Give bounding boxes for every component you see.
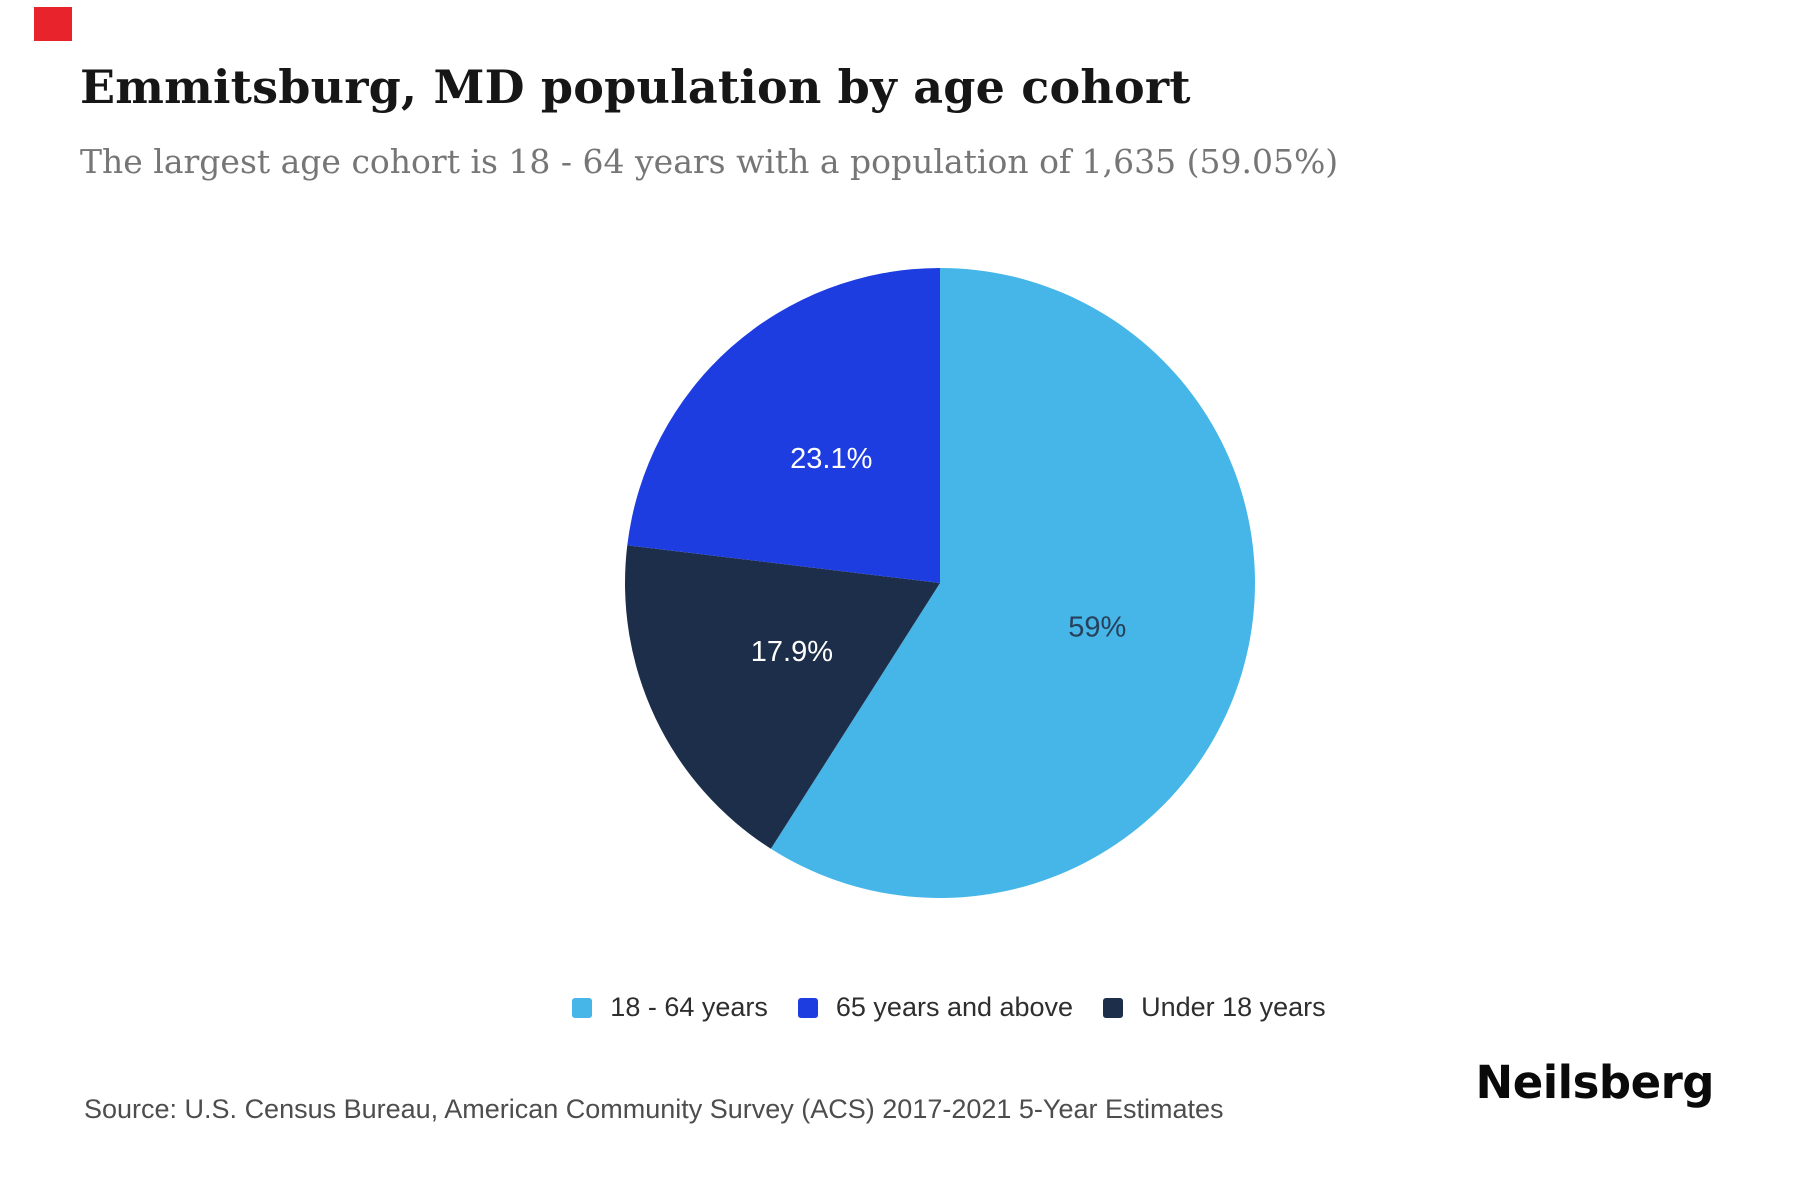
legend-swatch-icon	[797, 997, 818, 1018]
pie-chart: 59% 17.9% 23.1%	[625, 268, 1255, 898]
pie-slice-label-2: 23.1%	[790, 443, 872, 475]
pie-slice-label-0: 59%	[1068, 611, 1126, 643]
legend-label: 18 - 64 years	[610, 992, 768, 1022]
legend-swatch-icon	[1103, 997, 1124, 1018]
legend-item-2[interactable]: Under 18 years	[1103, 994, 1326, 1021]
brand-logo: Neilsberg	[1475, 1056, 1715, 1109]
source-note: Source: U.S. Census Bureau, American Com…	[84, 1094, 1224, 1124]
pie-slice-1[interactable]	[625, 545, 940, 849]
legend-label: Under 18 years	[1141, 992, 1326, 1022]
legend-label: 65 years and above	[835, 992, 1074, 1022]
pie-slice-0[interactable]	[770, 268, 1255, 898]
pie-slice-2[interactable]	[627, 268, 940, 583]
legend-item-0[interactable]: 18 - 64 years	[572, 994, 768, 1021]
chart-title: Emmitsburg, MD population by age cohort	[80, 60, 1191, 114]
legend-swatch-icon	[572, 997, 593, 1018]
legend-item-1[interactable]: 65 years and above	[797, 992, 1074, 1022]
chart-legend: 18 - 64 years 65 years and above Under 18 …	[49, 994, 1800, 1021]
pie-slice-label-1: 17.9%	[751, 636, 833, 668]
chart-subtitle: The largest age cohort is 18 - 64 years …	[80, 142, 1339, 181]
corner-marker	[34, 7, 72, 41]
